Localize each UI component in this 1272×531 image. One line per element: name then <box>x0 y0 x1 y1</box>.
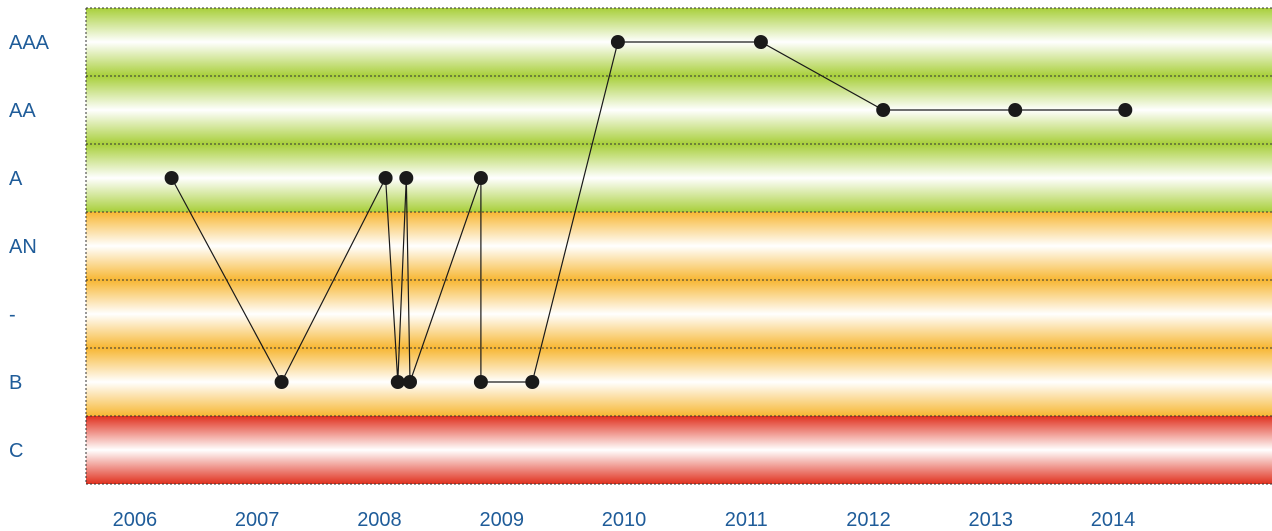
y-tick-label: B <box>9 372 22 394</box>
data-point <box>274 375 289 389</box>
band-dash <box>86 280 1272 348</box>
x-tick-label: 2006 <box>113 509 158 531</box>
x-tick-label: 2012 <box>846 509 891 531</box>
data-point <box>390 375 405 389</box>
grid-lines <box>85 7 1272 485</box>
data-point <box>403 375 417 389</box>
y-tick-label: AAA <box>9 32 50 54</box>
band-an <box>86 212 1272 280</box>
data-point <box>876 103 891 117</box>
x-tick-label: 2013 <box>969 509 1014 531</box>
data-point <box>473 375 488 389</box>
x-tick-label: 2007 <box>235 509 280 531</box>
rating-points <box>164 35 1133 389</box>
x-tick-label: 2011 <box>725 509 768 531</box>
data-point <box>525 375 540 389</box>
data-point <box>378 171 393 185</box>
rating-bands <box>86 8 1272 484</box>
x-tick-label: 2008 <box>357 509 402 531</box>
data-point <box>753 35 768 49</box>
x-tick-label: 2014 <box>1091 509 1136 531</box>
data-point <box>399 171 414 185</box>
data-point <box>1008 103 1023 117</box>
band-c <box>86 416 1272 484</box>
data-point <box>473 171 488 185</box>
band-a <box>86 144 1272 212</box>
data-point <box>164 171 179 185</box>
band-b <box>86 348 1272 416</box>
x-tick-label: 2010 <box>602 509 647 531</box>
y-tick-label: C <box>9 440 23 462</box>
x-tick-label: 2009 <box>479 509 524 531</box>
rating-line <box>171 41 1126 384</box>
data-point <box>1118 103 1133 117</box>
series-line <box>171 41 1126 384</box>
x-axis-labels: 2006 2007 2008 2009 2010 2011 2012 2013 2014 <box>113 509 1136 531</box>
y-tick-label: AN <box>9 236 37 258</box>
y-tick-label: - <box>9 304 16 326</box>
data-point <box>610 35 625 49</box>
y-tick-label: A <box>9 168 23 190</box>
y-tick-label: AA <box>9 100 36 122</box>
